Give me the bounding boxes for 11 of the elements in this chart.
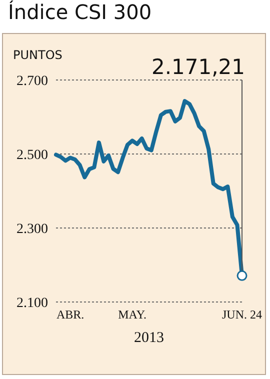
y-tick-label: 2.700	[16, 74, 48, 89]
y-axis-title: PUNTOS	[13, 48, 62, 62]
y-tick-label: 2.500	[16, 148, 48, 163]
chart-title: Índice CSI 300	[8, 0, 152, 24]
text: 2.171,21	[151, 55, 245, 79]
y-tick-label: 2.100	[16, 296, 48, 311]
x-axis-title: 2013	[134, 330, 164, 346]
x-tick-label: MAY.	[118, 308, 146, 322]
x-tick-label: JUN. 24	[222, 308, 262, 322]
x-tick-label: ABR.	[56, 308, 84, 322]
y-tick-label: 2.300	[16, 222, 48, 237]
